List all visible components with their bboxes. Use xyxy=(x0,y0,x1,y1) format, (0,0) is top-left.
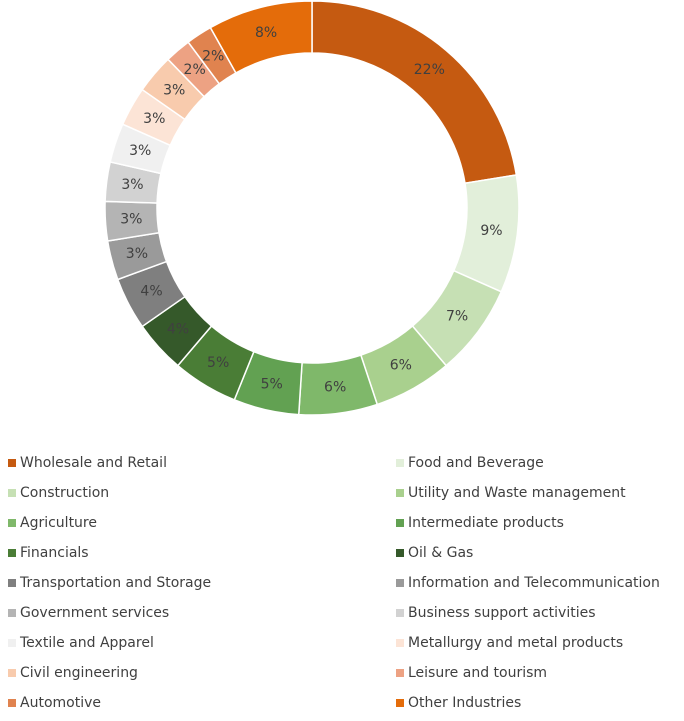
legend-label: Financials xyxy=(20,545,89,561)
donut-segment xyxy=(209,0,313,74)
legend-swatch xyxy=(396,549,404,557)
legend-label: Utility and Waste management xyxy=(408,485,626,501)
legend-swatch xyxy=(8,459,16,467)
data-label: 3% xyxy=(120,212,142,228)
data-label: 3% xyxy=(121,177,143,193)
legend-label: Construction xyxy=(20,485,109,501)
legend-swatch xyxy=(396,519,404,527)
legend-label: Transportation and Storage xyxy=(19,575,211,591)
data-label: 6% xyxy=(324,380,346,396)
legend-swatch xyxy=(8,519,16,527)
legend-label: Automotive xyxy=(20,695,101,711)
legend-label: Information and Telecommunication xyxy=(408,575,660,591)
legend-swatch xyxy=(396,609,404,617)
legend-swatch xyxy=(396,699,404,707)
legend-swatch xyxy=(396,459,404,467)
legend-label: Civil engineering xyxy=(20,665,138,681)
data-label: 3% xyxy=(143,111,165,127)
legend-label: Metallurgy and metal products xyxy=(408,635,623,651)
legend-label: Government services xyxy=(20,605,169,621)
data-label: 9% xyxy=(480,223,502,239)
legend-swatch xyxy=(8,489,16,497)
legend-swatch xyxy=(396,639,404,647)
legend-label: Oil & Gas xyxy=(408,545,473,561)
data-label: 3% xyxy=(126,246,148,262)
legend-label: Wholesale and Retail xyxy=(20,455,167,471)
legend-swatch xyxy=(8,609,16,617)
data-label: 2% xyxy=(184,62,206,78)
data-label: 7% xyxy=(446,308,468,324)
legend-label: Agriculture xyxy=(20,515,97,531)
legend-swatch xyxy=(8,639,16,647)
data-label: 5% xyxy=(207,355,229,371)
legend-label: Other Industries xyxy=(408,695,521,711)
legend-swatch xyxy=(8,549,16,557)
data-label: 4% xyxy=(140,284,162,300)
legend-swatch xyxy=(396,579,404,587)
data-label: 3% xyxy=(163,83,185,99)
donut-segment xyxy=(311,0,518,185)
legend-label: Intermediate products xyxy=(408,515,564,531)
data-label: 8% xyxy=(255,25,277,41)
data-label: 2% xyxy=(202,48,224,64)
legend-swatch xyxy=(396,489,404,497)
data-label: 3% xyxy=(129,143,151,159)
legend-swatch xyxy=(8,669,16,677)
legend-swatch xyxy=(396,669,404,677)
legend-label: Textile and Apparel xyxy=(19,635,154,651)
legend-label: Leisure and tourism xyxy=(408,665,547,681)
legend-label: Food and Beverage xyxy=(408,455,544,471)
legend-swatch xyxy=(8,579,16,587)
legend-label: Business support activities xyxy=(408,605,596,621)
data-label: 22% xyxy=(414,62,445,78)
legend-swatch xyxy=(8,699,16,707)
data-label: 4% xyxy=(167,322,189,338)
data-label: 6% xyxy=(390,358,412,374)
data-label: 5% xyxy=(261,376,283,392)
